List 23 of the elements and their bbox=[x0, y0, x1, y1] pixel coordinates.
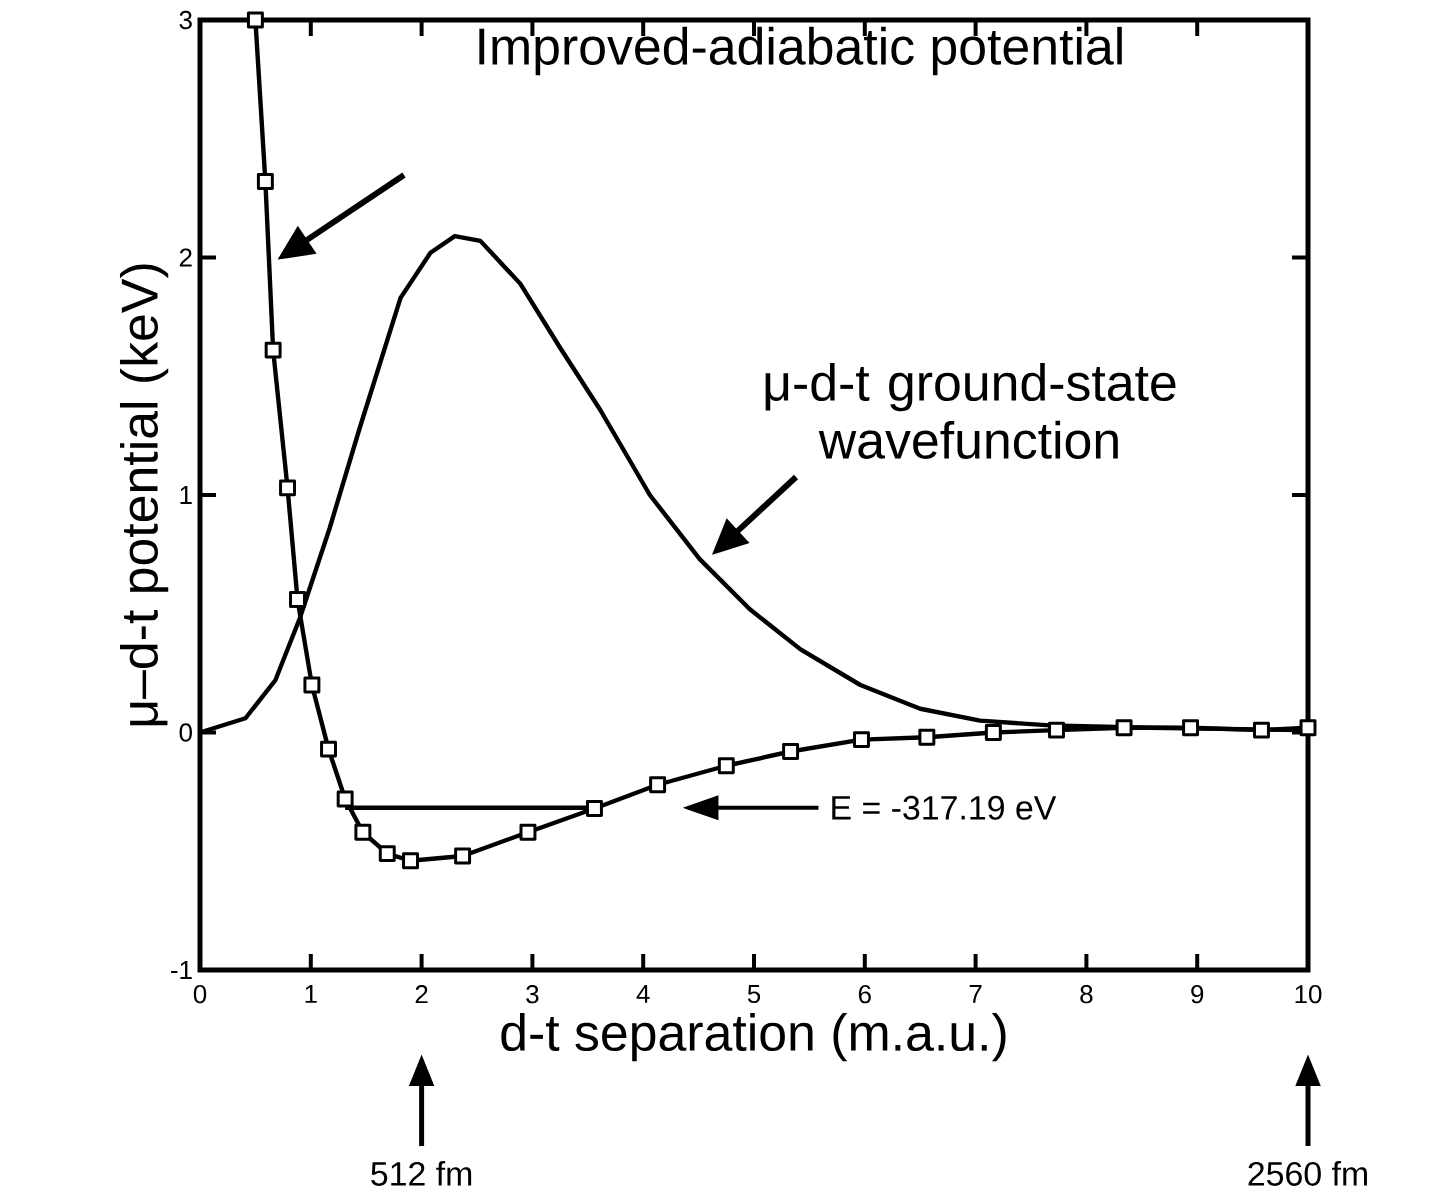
y-axis-title: μ–d-t potential (keV) bbox=[119, 264, 169, 726]
x-tick-label: 10 bbox=[1295, 985, 1322, 1004]
y-tick-label: 0 bbox=[179, 723, 192, 742]
x-tick-label: 8 bbox=[1080, 985, 1093, 1004]
x-tick-label: 6 bbox=[858, 985, 871, 1004]
x-tick-label: 1 bbox=[305, 985, 317, 1003]
legend-label: Improved-adiabatic potential bbox=[479, 26, 1122, 76]
x-tick-label: 7 bbox=[969, 985, 982, 1003]
x-tick-label: 5 bbox=[747, 985, 761, 1004]
y-tick-label: 2 bbox=[179, 248, 192, 267]
x-tick-label: 0 bbox=[193, 985, 207, 1004]
text: μ-d-t ground-state wavefunction bbox=[765, 363, 1176, 459]
annotation: E = -317.19 eV bbox=[832, 795, 1057, 820]
x-tick-label: 2 bbox=[415, 985, 428, 1004]
y-tick-label: -1 bbox=[171, 961, 192, 979]
y-tick-label: 1 bbox=[180, 486, 192, 504]
x-tick-label: 4 bbox=[636, 985, 650, 1003]
text: 2560 fm bbox=[1248, 1161, 1367, 1186]
x-tick-label: 3 bbox=[526, 985, 539, 1004]
y-tick-label: 3 bbox=[179, 10, 192, 30]
x-axis-title: d-t separation (m.a.u.) bbox=[501, 1013, 1006, 1062]
text: 512 fm bbox=[371, 1161, 472, 1186]
x-tick-label: 9 bbox=[1191, 985, 1204, 1004]
